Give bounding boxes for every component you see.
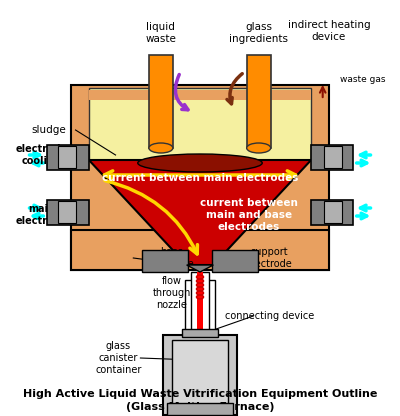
Text: support
electrode: support electrode <box>246 247 292 269</box>
Text: current between main electrodes: current between main electrodes <box>102 173 298 183</box>
Bar <box>172 340 228 410</box>
Text: glass
ingredients: glass ingredients <box>229 22 288 44</box>
Bar <box>191 272 209 330</box>
Bar <box>324 201 342 223</box>
Polygon shape <box>187 265 213 272</box>
Bar <box>163 335 237 415</box>
Text: High Active Liquid Waste Vitrification Equipment Outline: High Active Liquid Waste Vitrification E… <box>23 389 377 399</box>
Bar <box>247 55 271 148</box>
Ellipse shape <box>149 143 173 153</box>
Text: liquid
waste: liquid waste <box>146 22 176 44</box>
Ellipse shape <box>247 143 271 153</box>
Bar <box>47 200 89 225</box>
Bar <box>58 201 76 223</box>
Bar <box>182 329 218 337</box>
Ellipse shape <box>138 154 262 172</box>
Bar <box>89 88 311 160</box>
Bar <box>311 145 353 170</box>
Text: (Glass Melting Furnace): (Glass Melting Furnace) <box>126 402 274 412</box>
Text: waste gas: waste gas <box>340 75 386 84</box>
Bar <box>71 85 329 270</box>
Text: indirect heating
device: indirect heating device <box>288 20 370 42</box>
Bar <box>58 146 76 168</box>
Text: flow
through
nozzle: flow through nozzle <box>152 276 191 310</box>
Text: sludge: sludge <box>32 125 67 135</box>
Text: main
electrode: main electrode <box>16 204 68 226</box>
Text: current between
main and base
electrodes: current between main and base electrodes <box>200 198 298 232</box>
Bar <box>149 55 173 148</box>
Text: glass
canister
container: glass canister container <box>95 342 141 374</box>
Bar <box>71 230 329 270</box>
Bar <box>212 250 258 272</box>
Text: base
electrode: base electrode <box>149 247 194 269</box>
Text: connecting device: connecting device <box>225 311 314 321</box>
Bar <box>311 200 353 225</box>
Bar <box>47 145 89 170</box>
Bar <box>185 280 215 335</box>
Polygon shape <box>89 160 311 265</box>
Text: electrode
cooling: electrode cooling <box>16 144 68 166</box>
Bar <box>324 146 342 168</box>
Bar <box>142 250 188 272</box>
Bar <box>167 403 233 415</box>
Bar <box>197 272 203 330</box>
Bar <box>89 90 311 100</box>
